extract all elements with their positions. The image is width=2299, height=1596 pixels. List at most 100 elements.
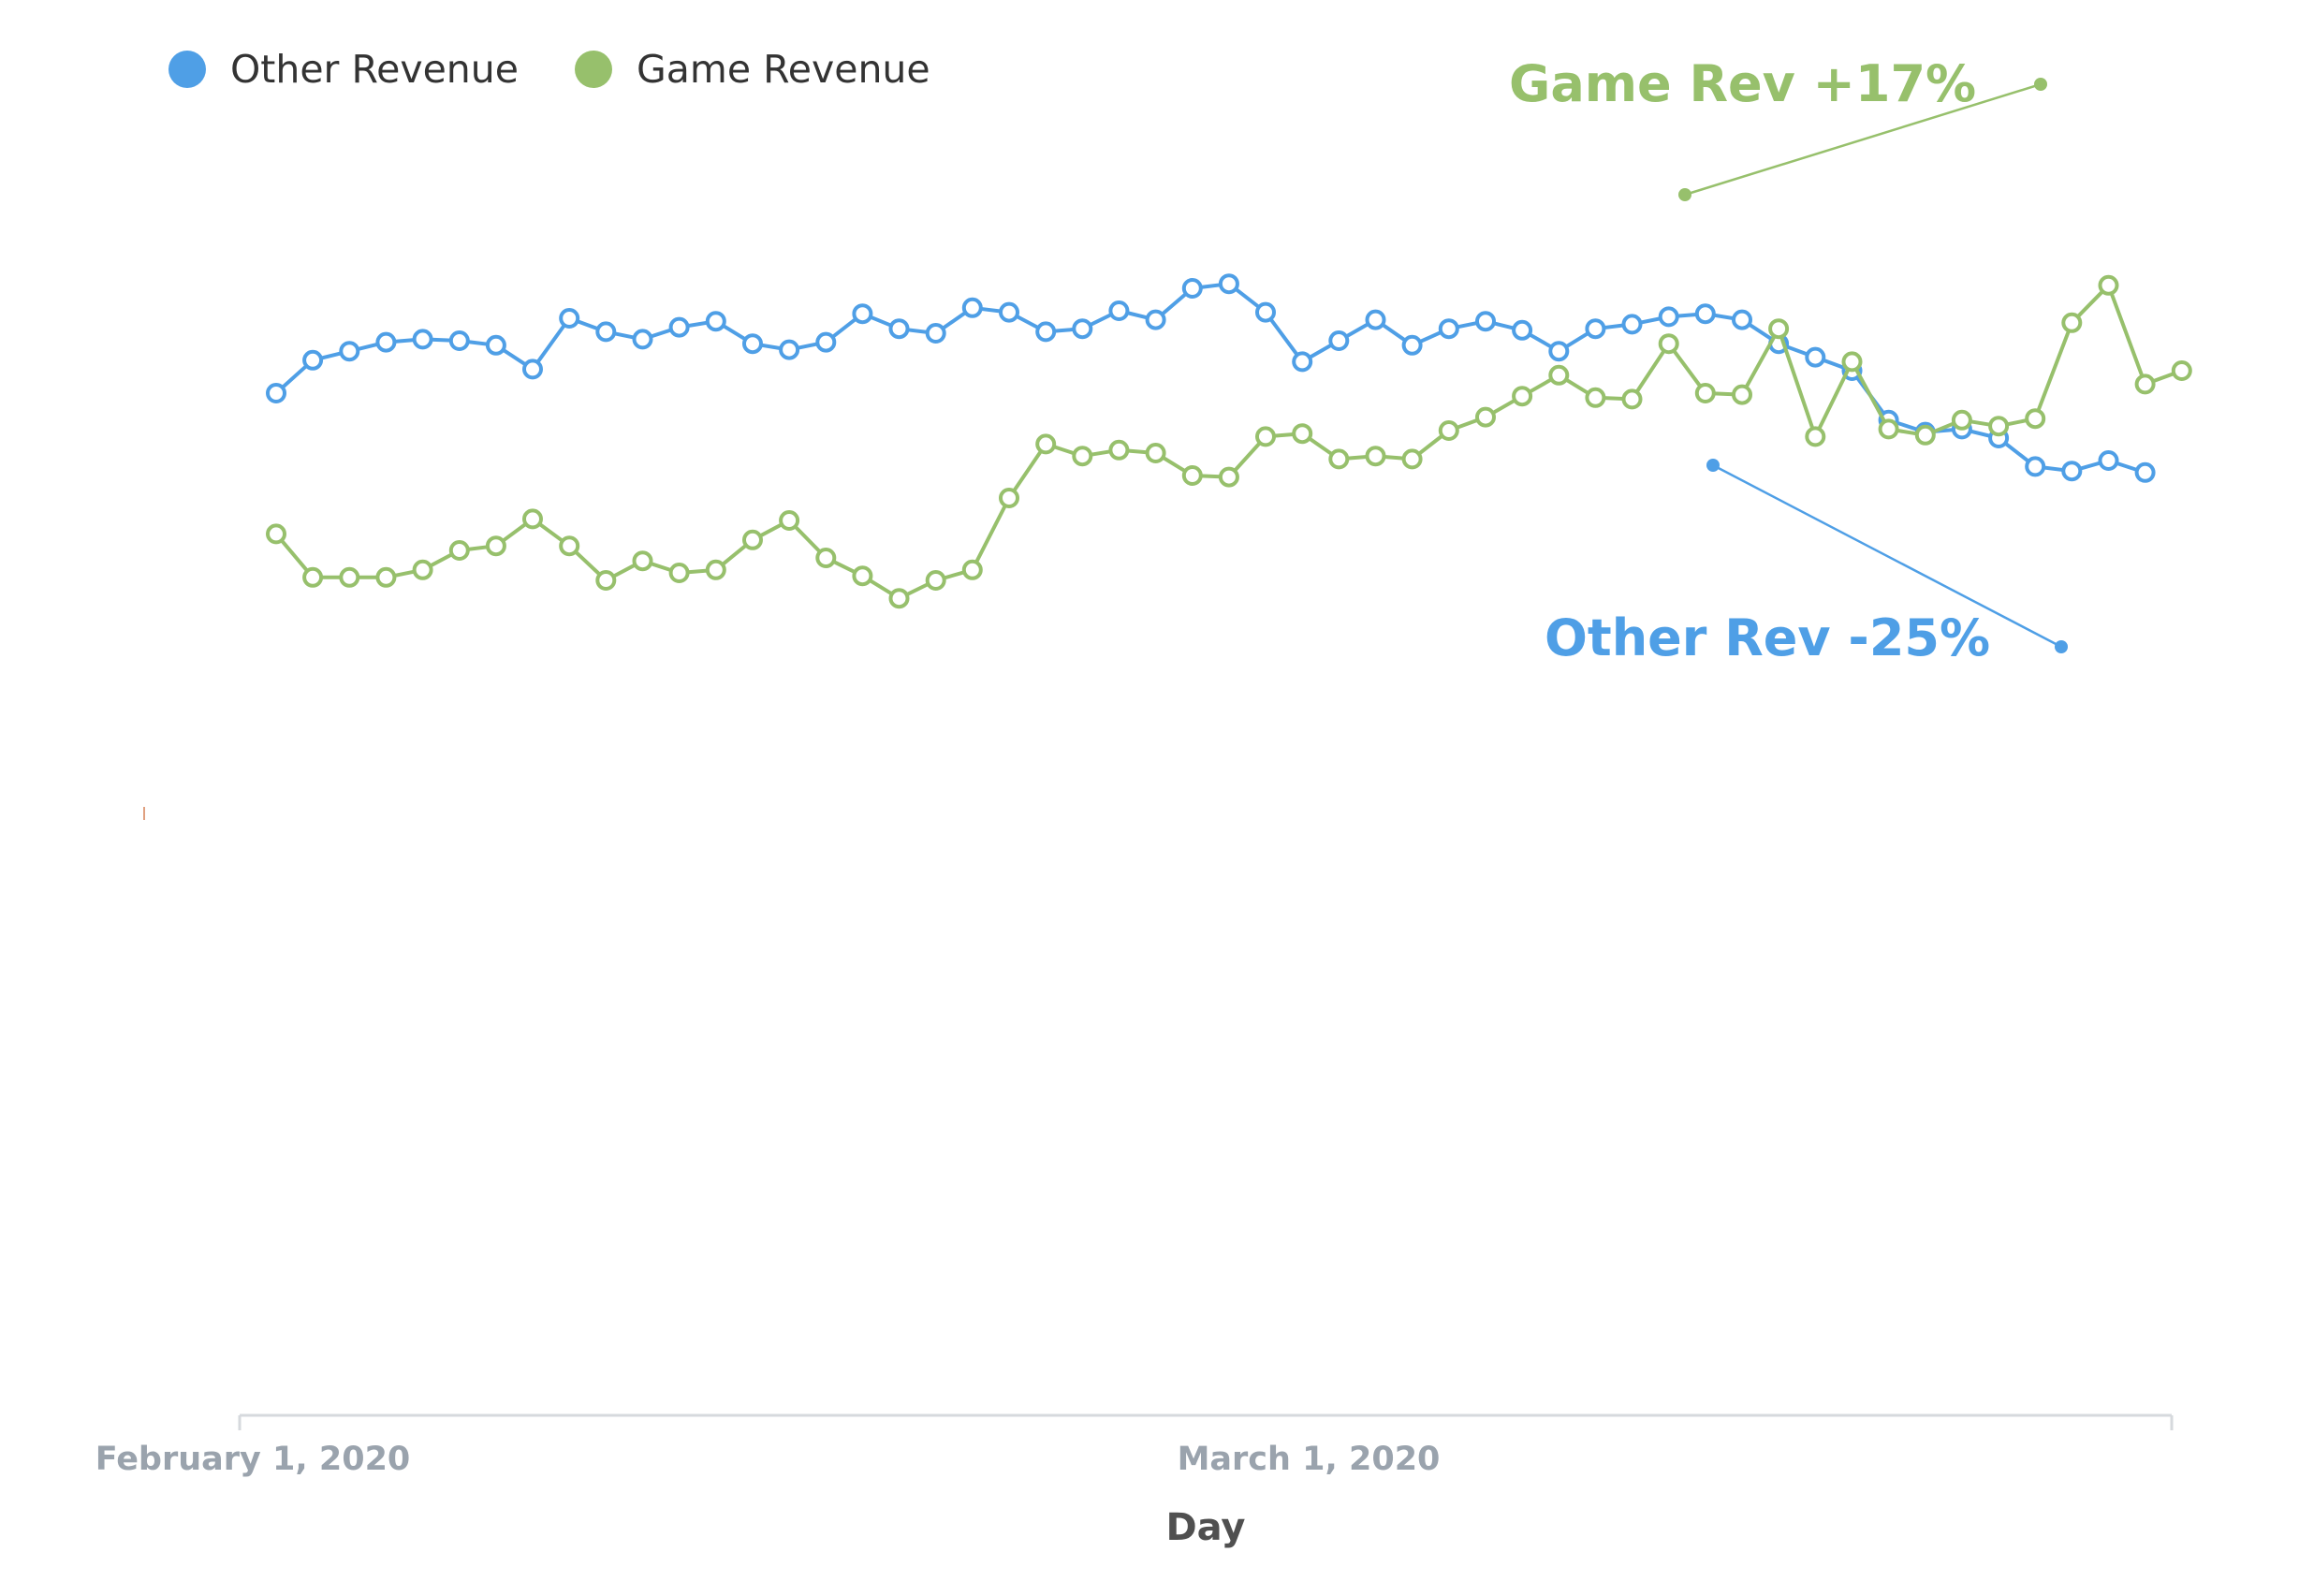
data-point-game-revenue[interactable] [1328,448,1350,470]
data-point-other-revenue[interactable] [632,329,653,350]
data-point-other-revenue[interactable] [1035,321,1057,343]
data-point-other-revenue[interactable] [1694,303,1716,325]
data-point-game-revenue[interactable] [1438,420,1459,441]
data-point-other-revenue[interactable] [1658,306,1679,328]
data-point-other-revenue[interactable] [1108,300,1130,321]
data-point-game-revenue[interactable] [1218,466,1239,488]
data-point-other-revenue[interactable] [485,334,506,356]
data-point-game-revenue[interactable] [595,570,617,591]
data-point-game-revenue[interactable] [815,548,837,568]
data-point-other-revenue[interactable] [1365,309,1386,330]
data-point-game-revenue[interactable] [1768,318,1790,340]
data-point-game-revenue[interactable] [2171,360,2192,381]
data-point-game-revenue[interactable] [1255,426,1276,447]
data-point-game-revenue[interactable] [302,566,324,588]
data-point-game-revenue[interactable] [1475,406,1496,428]
data-point-other-revenue[interactable] [2098,450,2119,471]
data-point-game-revenue[interactable] [2098,274,2119,296]
data-point-other-revenue[interactable] [448,330,470,351]
data-point-other-revenue[interactable] [1585,318,1606,340]
data-point-other-revenue[interactable] [339,341,360,362]
data-point-other-revenue[interactable] [1072,318,1093,340]
data-point-other-revenue[interactable] [2025,456,2046,477]
data-point-other-revenue[interactable] [1621,314,1643,335]
data-point-game-revenue[interactable] [339,566,360,588]
data-point-game-revenue[interactable] [1658,333,1679,355]
data-point-game-revenue[interactable] [2134,373,2156,395]
data-point-game-revenue[interactable] [668,563,690,583]
data-point-game-revenue[interactable] [779,510,800,531]
data-point-other-revenue[interactable] [1438,318,1459,340]
data-point-other-revenue[interactable] [888,318,910,340]
data-point-other-revenue[interactable] [925,323,946,344]
data-point-game-revenue[interactable] [632,550,653,572]
data-point-game-revenue[interactable] [1694,383,1716,403]
data-point-game-revenue[interactable] [1585,387,1606,408]
data-point-other-revenue[interactable] [1292,351,1313,373]
data-point-game-revenue[interactable] [1951,409,1972,431]
data-point-other-revenue[interactable] [1512,319,1533,341]
data-point-other-revenue[interactable] [1401,334,1423,356]
data-point-other-revenue[interactable] [705,311,726,332]
data-point-game-revenue[interactable] [2061,312,2083,333]
data-point-other-revenue[interactable] [2134,461,2156,483]
data-point-other-revenue[interactable] [522,359,543,380]
data-point-game-revenue[interactable] [961,559,983,580]
data-point-other-revenue[interactable] [1328,330,1350,351]
data-point-other-revenue[interactable] [375,331,397,353]
data-point-game-revenue[interactable] [925,570,946,591]
data-point-game-revenue[interactable] [1914,424,1936,446]
data-point-other-revenue[interactable] [266,383,286,403]
data-point-other-revenue[interactable] [2061,461,2083,482]
legend-label-other-revenue[interactable]: Other Revenue [230,47,519,92]
data-point-game-revenue[interactable] [1401,448,1423,470]
data-point-other-revenue[interactable] [1145,309,1166,330]
data-point-game-revenue[interactable] [1108,439,1130,461]
data-point-other-revenue[interactable] [1218,273,1239,295]
data-point-game-revenue[interactable] [1841,351,1863,373]
data-point-other-revenue[interactable] [1475,311,1496,332]
data-point-game-revenue[interactable] [1512,386,1533,407]
data-point-other-revenue[interactable] [1805,346,1826,368]
data-point-other-revenue[interactable] [668,316,690,338]
data-point-other-revenue[interactable] [559,308,580,329]
data-point-game-revenue[interactable] [448,540,470,561]
data-point-game-revenue[interactable] [522,508,543,530]
data-point-game-revenue[interactable] [1292,423,1313,445]
data-point-game-revenue[interactable] [999,488,1019,508]
data-point-game-revenue[interactable] [375,566,397,588]
data-point-game-revenue[interactable] [888,588,910,609]
data-point-game-revenue[interactable] [1181,465,1203,486]
data-point-game-revenue[interactable] [412,559,433,580]
data-point-game-revenue[interactable] [1621,388,1643,410]
data-point-other-revenue[interactable] [302,349,324,371]
data-point-other-revenue[interactable] [999,301,1019,323]
data-point-game-revenue[interactable] [2025,408,2046,430]
data-point-game-revenue[interactable] [266,523,286,545]
data-point-game-revenue[interactable] [1365,446,1386,467]
data-point-game-revenue[interactable] [1988,416,2010,437]
legend-label-game-revenue[interactable]: Game Revenue [637,47,930,92]
data-point-game-revenue[interactable] [742,529,763,550]
data-point-game-revenue[interactable] [1805,426,1826,447]
data-point-game-revenue[interactable] [485,535,506,557]
data-point-other-revenue[interactable] [1732,309,1752,330]
data-point-other-revenue[interactable] [1548,341,1570,362]
data-point-other-revenue[interactable] [852,303,873,325]
data-point-other-revenue[interactable] [742,333,763,355]
data-point-game-revenue[interactable] [1878,418,1899,440]
data-point-game-revenue[interactable] [1035,433,1057,455]
data-point-game-revenue[interactable] [705,559,726,580]
data-point-game-revenue[interactable] [1548,364,1570,386]
data-point-other-revenue[interactable] [815,331,837,353]
data-point-other-revenue[interactable] [1181,278,1203,299]
data-point-game-revenue[interactable] [1145,443,1166,463]
data-point-game-revenue[interactable] [1072,446,1093,467]
data-point-game-revenue[interactable] [852,565,873,587]
data-point-game-revenue[interactable] [559,535,580,557]
data-point-other-revenue[interactable] [961,297,983,318]
data-point-other-revenue[interactable] [595,321,617,343]
data-point-game-revenue[interactable] [1732,384,1752,405]
data-point-other-revenue[interactable] [412,329,433,350]
data-point-other-revenue[interactable] [1255,301,1276,323]
